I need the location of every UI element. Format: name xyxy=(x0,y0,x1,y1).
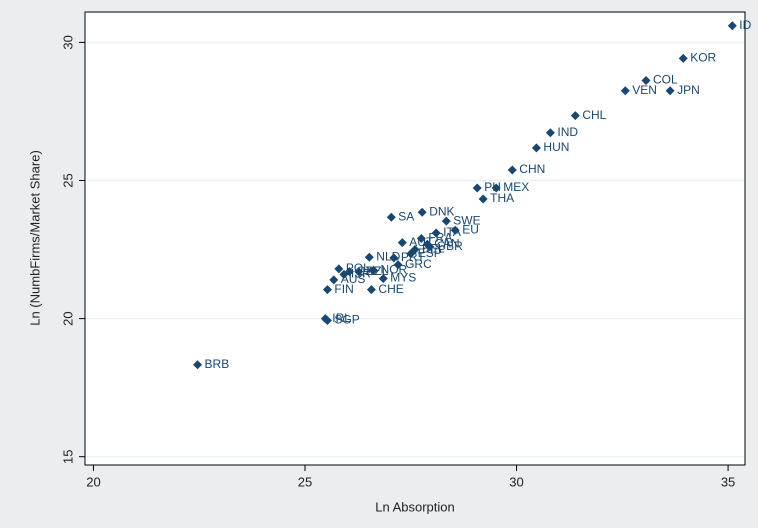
point-label: KOR xyxy=(690,51,716,65)
point-label: PRT xyxy=(401,250,425,264)
point xyxy=(406,249,416,259)
point-label: COL xyxy=(653,73,678,87)
point xyxy=(472,183,482,193)
point-label: CHE xyxy=(378,282,403,296)
point-label: NOR xyxy=(381,262,408,276)
point-label: NZL xyxy=(366,264,389,278)
point-label: DNK xyxy=(429,204,454,218)
point-label: SWE xyxy=(453,213,480,227)
point xyxy=(354,267,364,277)
point xyxy=(545,128,555,138)
point xyxy=(393,260,403,270)
point xyxy=(425,242,435,252)
point-label: AUS xyxy=(341,272,366,286)
point-label: FIN xyxy=(334,282,353,296)
x-tick-label: 25 xyxy=(298,474,312,489)
point-label: SA xyxy=(398,209,414,223)
point xyxy=(678,53,688,63)
point xyxy=(322,316,332,326)
point-label: CZE xyxy=(356,264,380,278)
point-label: CHL xyxy=(582,108,606,122)
point-label: ISR xyxy=(351,267,371,281)
x-tick-label: 20 xyxy=(86,474,100,489)
point xyxy=(441,216,451,226)
point xyxy=(507,165,517,175)
x-tick-label: 30 xyxy=(509,474,523,489)
point-label: ESP xyxy=(418,246,442,260)
x-axis-title: Ln Absorption xyxy=(375,499,455,514)
y-axis-title: Ln (NumbFirms/Market Share) xyxy=(27,150,42,326)
point-label: ID xyxy=(739,18,751,32)
point xyxy=(389,253,399,263)
plot-area xyxy=(84,11,746,466)
point-label: BRB xyxy=(205,357,230,371)
point xyxy=(322,285,332,295)
point xyxy=(727,21,737,31)
point-label: ITA xyxy=(443,225,461,239)
point xyxy=(478,194,488,204)
point xyxy=(369,265,379,275)
y-tick-label: 30 xyxy=(60,35,75,49)
point xyxy=(491,183,501,193)
point xyxy=(334,264,344,274)
point-label: HUN xyxy=(543,140,569,154)
point-label: GRC xyxy=(405,257,432,271)
point-label: GBR xyxy=(437,239,463,253)
y-tick-label: 15 xyxy=(60,449,75,463)
point-label: CHN xyxy=(519,162,545,176)
point-label: MEX xyxy=(503,180,529,194)
point xyxy=(364,252,374,262)
point-label: CAN xyxy=(434,236,459,250)
point-label: THA xyxy=(490,191,514,205)
point xyxy=(366,285,376,295)
point xyxy=(570,111,580,121)
point xyxy=(431,228,441,238)
point-label: VEN xyxy=(632,83,657,97)
point-label: SGP xyxy=(334,313,359,327)
point-label: JPN xyxy=(677,83,700,97)
point xyxy=(378,274,388,284)
point xyxy=(193,360,203,370)
point xyxy=(397,238,407,248)
point xyxy=(531,143,541,153)
point xyxy=(416,234,426,243)
point xyxy=(450,225,460,235)
point-label: IND xyxy=(557,125,578,139)
point-label: IRL xyxy=(332,311,351,325)
point-label: EU xyxy=(462,222,479,236)
point xyxy=(344,267,354,277)
x-tick-label: 35 xyxy=(721,474,735,489)
point-label: MYS xyxy=(390,271,416,285)
point xyxy=(417,207,427,217)
point xyxy=(641,76,651,86)
point xyxy=(665,86,675,96)
point xyxy=(329,275,339,285)
y-tick-label: 25 xyxy=(60,173,75,187)
y-tick-label: 20 xyxy=(60,311,75,325)
point xyxy=(386,212,396,222)
point xyxy=(620,86,630,96)
